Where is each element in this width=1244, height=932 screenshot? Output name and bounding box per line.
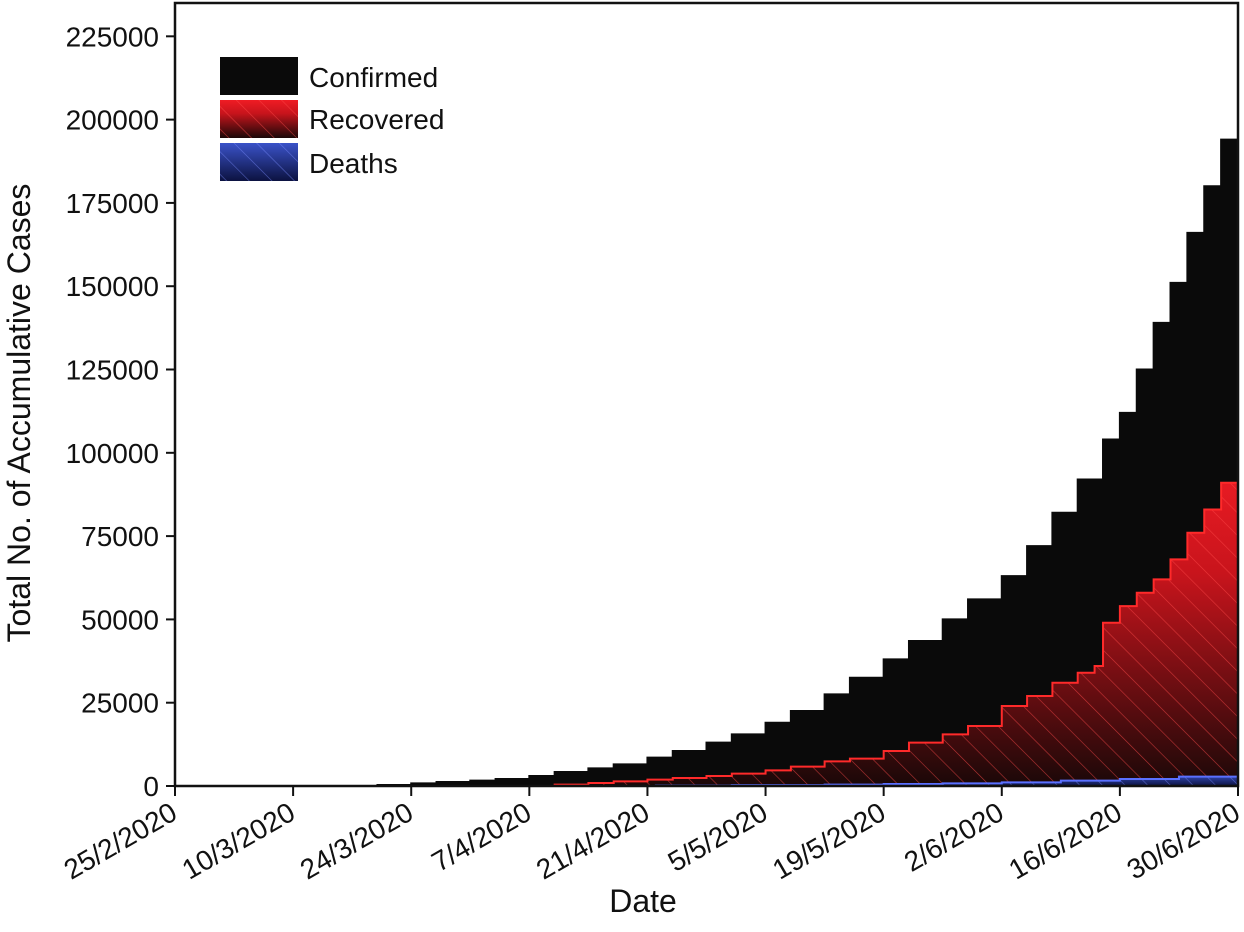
y-tick-label: 200000 — [66, 105, 159, 136]
x-tick-label: 21/4/2020 — [531, 796, 654, 885]
y-tick-label: 0 — [143, 771, 159, 802]
x-tick-label: 16/6/2020 — [1004, 796, 1127, 885]
series-area-confirmed — [175, 89, 1238, 787]
x-tick-label: 5/5/2020 — [663, 796, 773, 877]
legend-item-recovered: Recovered — [220, 100, 444, 138]
y-axis-label: Total No. of Accumulative Cases — [1, 184, 37, 643]
legend-swatch-confirmed — [220, 57, 298, 95]
x-tick-label: 19/5/2020 — [767, 796, 890, 885]
x-tick-label: 30/6/2020 — [1122, 796, 1244, 885]
series-hatch-deaths — [175, 773, 1238, 786]
legend-label-deaths: Deaths — [309, 148, 398, 179]
legend-item-deaths: Deaths — [220, 143, 398, 181]
series-line-recovered — [175, 459, 1239, 787]
x-tick-label: 24/3/2020 — [295, 796, 418, 885]
legend-label-confirmed: Confirmed — [309, 62, 438, 93]
legend: Confirmed Recovered Deaths — [220, 57, 444, 181]
y-tick-label: 50000 — [81, 604, 159, 635]
y-tick-label: 225000 — [66, 21, 159, 52]
x-tick-label: 10/3/2020 — [177, 796, 300, 885]
x-tick-label: 25/2/2020 — [59, 796, 182, 885]
series-layer — [175, 89, 1239, 787]
plot-frame — [173, 1, 1240, 788]
x-tick-label: 7/4/2020 — [426, 796, 536, 877]
legend-label-recovered: Recovered — [309, 104, 444, 135]
y-tick-label: 125000 — [66, 355, 159, 386]
series-line-confirmed — [175, 89, 1239, 787]
series-hatch-recovered — [175, 459, 1238, 786]
y-tick-label: 100000 — [66, 438, 159, 469]
y-tick-label: 150000 — [66, 271, 159, 302]
y-tick-label: 175000 — [66, 188, 159, 219]
x-tick-label: 2/6/2020 — [899, 796, 1009, 877]
y-tick-label: 75000 — [81, 521, 159, 552]
legend-item-confirmed: Confirmed — [220, 57, 438, 95]
x-axis-label: Date — [609, 883, 677, 919]
y-tick-label: 25000 — [81, 688, 159, 719]
